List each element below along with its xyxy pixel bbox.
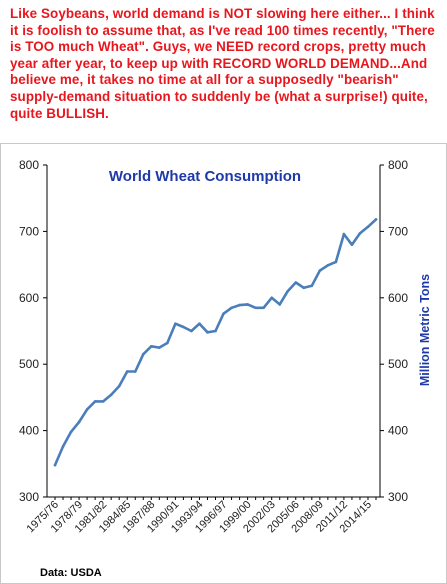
data-point xyxy=(125,370,129,373)
x-axis-ticks: 1975/761978/791981/821984/851987/881990/… xyxy=(25,497,377,535)
y-tick-label-left: 700 xyxy=(19,224,39,238)
y-tick-label-right: 300 xyxy=(388,490,408,504)
data-point xyxy=(222,312,225,316)
data-point xyxy=(230,306,233,310)
data-point xyxy=(150,344,153,348)
data-point xyxy=(246,303,249,306)
data-point xyxy=(190,329,193,333)
data-point xyxy=(366,225,370,229)
data-point xyxy=(310,284,314,288)
data-point xyxy=(61,445,65,448)
data-point xyxy=(294,281,298,284)
data-point xyxy=(158,346,161,349)
data-point xyxy=(93,400,97,403)
y-tick-label-left: 800 xyxy=(19,158,39,172)
y-tick-label-right: 600 xyxy=(388,291,408,305)
y-axis-label: Million Metric Tons xyxy=(418,274,432,386)
data-point xyxy=(326,263,330,267)
data-point xyxy=(262,306,265,310)
data-point xyxy=(53,463,57,467)
data-point xyxy=(278,303,282,306)
data-point xyxy=(117,384,121,388)
data-point xyxy=(270,296,273,300)
y-tick-label-right: 800 xyxy=(388,158,408,172)
data-point xyxy=(174,322,177,325)
data-point xyxy=(318,269,322,272)
data-point xyxy=(109,393,113,397)
chart-axes xyxy=(46,165,381,498)
data-point xyxy=(374,218,378,221)
data-point xyxy=(254,306,257,310)
right-y-axis-ticks: 300 400 500 600 700 800 xyxy=(380,158,408,504)
data-point xyxy=(238,303,241,307)
chart-title: World Wheat Consumption xyxy=(109,168,301,185)
data-point xyxy=(302,286,306,290)
data-point xyxy=(286,289,290,293)
data-point xyxy=(69,430,73,434)
source-note: Data: USDA xyxy=(40,567,102,579)
data-point xyxy=(198,322,201,325)
chart-panel xyxy=(0,143,447,584)
data-point xyxy=(85,408,89,411)
y-tick-label-left: 600 xyxy=(19,291,39,305)
data-point xyxy=(214,329,217,333)
y-tick-label-left: 300 xyxy=(19,490,39,504)
y-tick-label-right: 400 xyxy=(388,424,408,438)
left-y-axis-ticks: 300 400 500 600 700 800 xyxy=(19,158,47,504)
data-point xyxy=(166,341,169,345)
y-tick-label-right: 500 xyxy=(388,357,408,371)
data-point xyxy=(77,420,81,424)
commentary-box: Like Soybeans, world demand is NOT slowi… xyxy=(0,0,447,158)
data-point xyxy=(350,243,354,246)
series-line-group xyxy=(53,218,378,467)
commentary-text: Like Soybeans, world demand is NOT slowi… xyxy=(10,6,435,121)
data-point xyxy=(182,325,185,329)
y-tick-label-right: 700 xyxy=(388,224,408,238)
series-line xyxy=(53,218,378,467)
y-tick-label-left: 400 xyxy=(19,424,39,438)
y-tick-label-left: 500 xyxy=(19,357,39,371)
data-point xyxy=(334,260,338,264)
data-point xyxy=(141,352,145,356)
data-point xyxy=(206,331,209,334)
data-point xyxy=(358,232,362,235)
data-point xyxy=(133,370,137,373)
data-point xyxy=(101,400,105,403)
data-point xyxy=(342,232,346,236)
